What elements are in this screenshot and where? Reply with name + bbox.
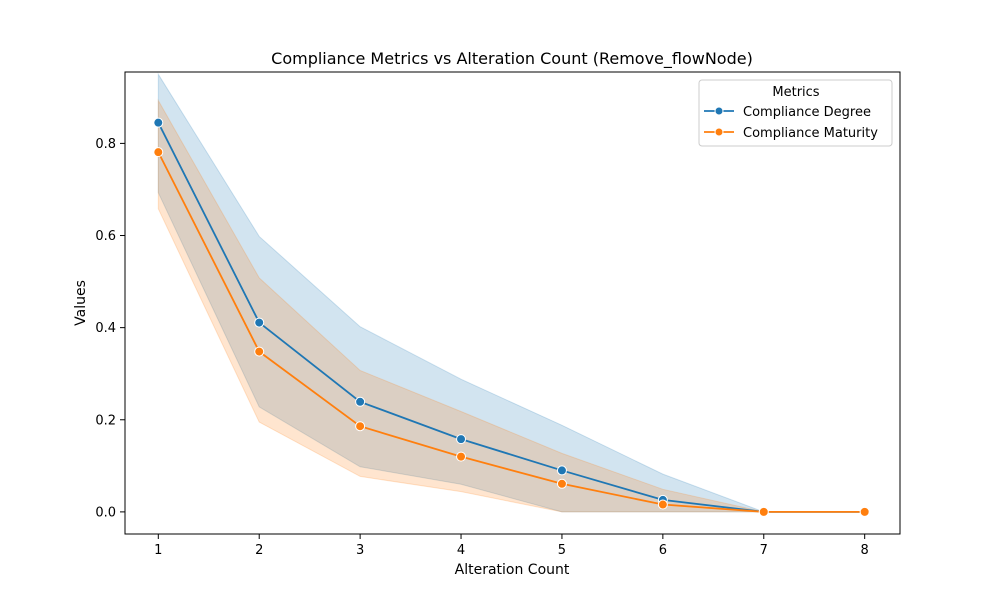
x-tick-label: 2: [255, 543, 263, 558]
series-line-compliance-maturity: [157, 151, 865, 513]
series-markers: [153, 117, 870, 517]
data-point-compliance-maturity: [254, 346, 265, 357]
data-point-compliance-degree: [456, 434, 467, 445]
y-axis-label: Values: [73, 280, 89, 326]
y-tick-label: 0.0: [95, 505, 116, 520]
x-axis-ticks: 1 2 3 4 5 6 7 8: [154, 534, 869, 558]
data-point-compliance-maturity: [657, 499, 668, 510]
x-tick-label: 6: [659, 543, 667, 558]
x-tick-label: 5: [558, 543, 566, 558]
y-tick-label: 0.4: [95, 321, 116, 336]
legend-title: Metrics: [772, 85, 819, 100]
data-point-compliance-maturity: [456, 451, 467, 462]
y-tick-label: 0.2: [95, 413, 116, 428]
legend-box: [698, 79, 893, 147]
data-point-compliance-degree: [153, 117, 164, 128]
x-tick-label: 4: [457, 543, 465, 558]
legend-label-compliance-maturity: Compliance Maturity: [743, 126, 878, 141]
x-tick-label: 7: [760, 543, 768, 558]
y-tick-label: 0.6: [95, 229, 116, 244]
x-tick-label: 8: [861, 543, 869, 558]
x-tick-label: 3: [356, 543, 364, 558]
data-point-compliance-degree: [355, 396, 366, 407]
y-axis-ticks: 0.0 0.2 0.4 0.6 0.8: [95, 137, 125, 520]
legend-marker-compliance-degree: [714, 106, 724, 116]
chart-title: Compliance Metrics vs Alteration Count (…: [271, 49, 753, 69]
y-tick-label: 0.8: [95, 137, 116, 152]
data-point-compliance-maturity: [153, 147, 164, 158]
series-lines: [157, 122, 865, 513]
data-point-compliance-maturity: [355, 421, 366, 432]
x-axis-label: Alteration Count: [455, 562, 570, 578]
data-point-compliance-maturity: [758, 506, 769, 517]
data-point-compliance-degree: [556, 465, 567, 476]
plot-frame: [124, 71, 901, 535]
data-point-compliance-maturity: [556, 478, 567, 489]
legend-label-compliance-degree: Compliance Degree: [743, 105, 871, 120]
x-tick-label: 1: [154, 543, 162, 558]
data-point-compliance-degree: [254, 317, 265, 328]
legend: Metrics Compliance Degree Compliance Mat…: [698, 79, 893, 147]
legend-marker-compliance-maturity: [714, 127, 724, 137]
data-point-compliance-maturity: [859, 506, 870, 517]
